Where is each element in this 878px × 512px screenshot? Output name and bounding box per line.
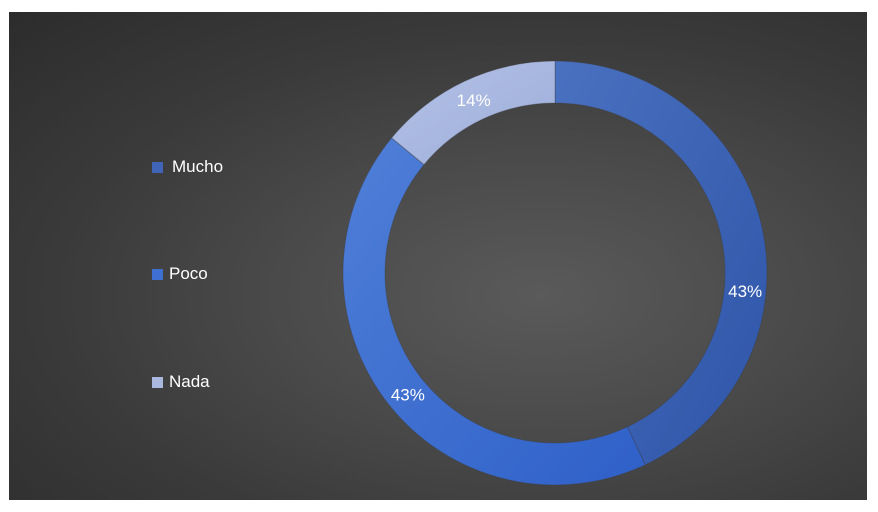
legend-swatch-nada — [152, 376, 163, 388]
legend: Mucho Poco Nada — [152, 12, 312, 500]
legend-label-nada: Nada — [169, 372, 210, 391]
legend-item-nada[interactable]: Nada — [152, 372, 210, 392]
legend-item-mucho[interactable]: Mucho — [152, 157, 223, 177]
slice-poco[interactable] — [342, 137, 646, 486]
data-label-nada: 14% — [457, 91, 491, 110]
data-label-mucho: 43% — [728, 282, 762, 301]
donut-chart: 43% 43% 14% — [342, 60, 768, 486]
slice-nada[interactable] — [390, 60, 556, 166]
legend-label-poco: Poco — [169, 264, 208, 283]
legend-swatch-mucho — [152, 161, 163, 173]
slice-mucho[interactable] — [554, 60, 768, 466]
chart-area: 43% 43% 14% Mucho Poco Nada — [9, 12, 867, 500]
legend-swatch-poco — [152, 268, 163, 280]
legend-item-poco[interactable]: Poco — [152, 264, 208, 284]
legend-label-mucho: Mucho — [172, 157, 224, 176]
data-label-poco: 43% — [391, 386, 425, 405]
